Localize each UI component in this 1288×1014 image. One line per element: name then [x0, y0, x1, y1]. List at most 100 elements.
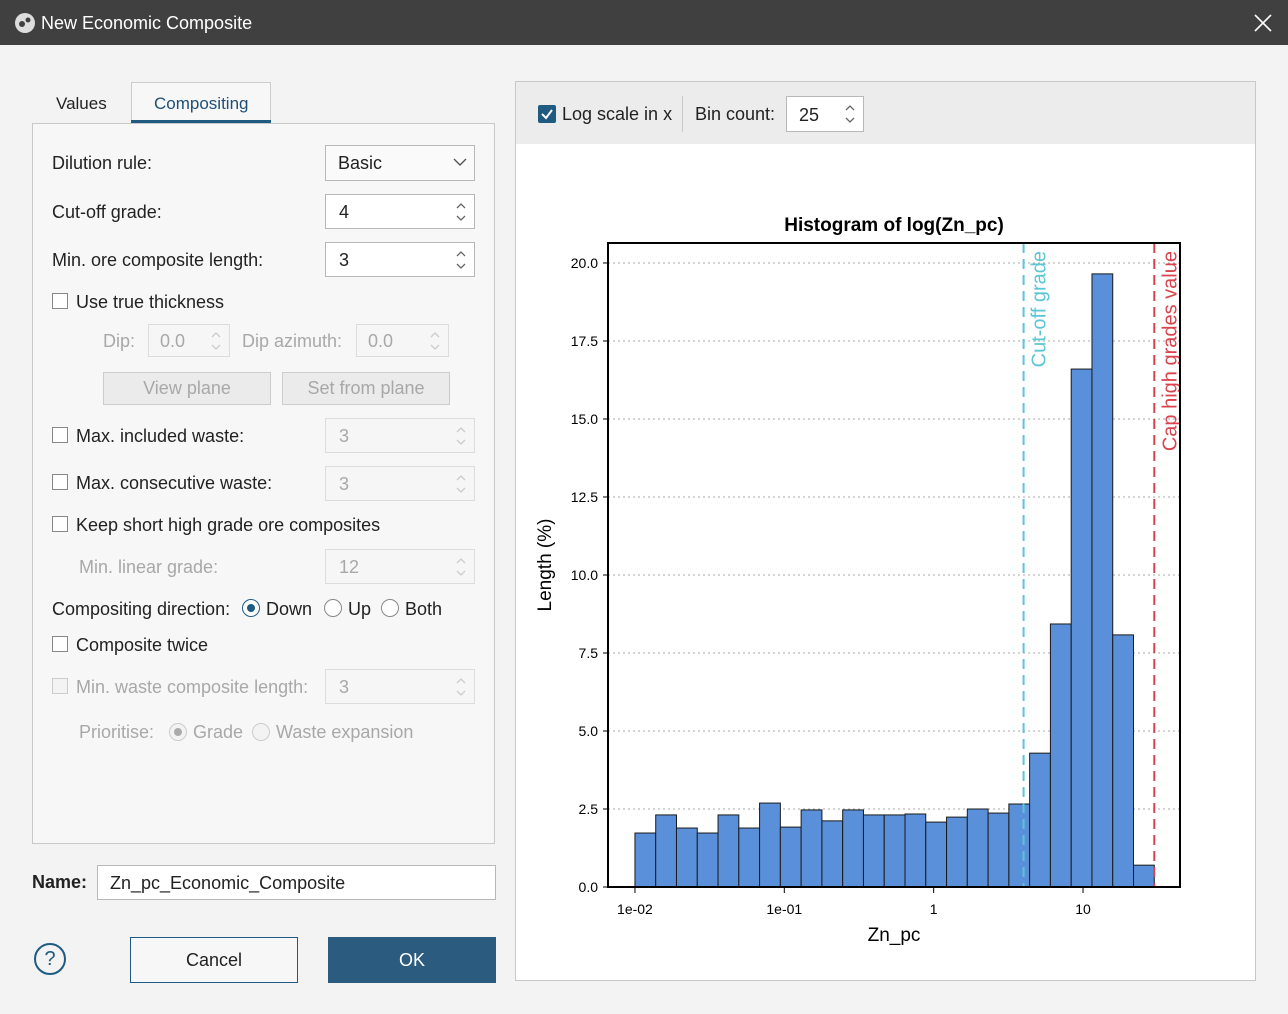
spin-arrows[interactable]: [455, 473, 467, 495]
bar: [925, 821, 948, 888]
label: Name:: [32, 872, 88, 892]
spin-value: 0.0: [368, 331, 394, 351]
spin-value: 4: [339, 202, 350, 222]
spin-arrows[interactable]: [429, 330, 441, 352]
spin-arrows[interactable]: [455, 676, 467, 698]
radio[interactable]: [381, 599, 399, 617]
checkbox[interactable]: [52, 636, 68, 652]
close-button[interactable]: [1253, 13, 1273, 33]
bar: [759, 802, 781, 888]
y-tick-label: 2.5: [579, 801, 599, 817]
spin-box[interactable]: [325, 418, 475, 453]
bar: [946, 816, 968, 888]
label: Compositing direction:: [52, 599, 231, 619]
spin-arrows[interactable]: [455, 201, 467, 223]
checkbox[interactable]: [52, 293, 68, 309]
tab[interactable]: Values: [56, 94, 107, 113]
label: Min. waste composite length:: [76, 677, 309, 697]
x-axis-label: Zn_pc: [868, 925, 921, 946]
radio[interactable]: [252, 723, 270, 741]
radio-label: Up: [348, 599, 372, 619]
radio-label: Both: [405, 599, 443, 619]
title-bar: [0, 0, 1288, 45]
spin-arrows[interactable]: [455, 425, 467, 447]
y-tick-label: 12.5: [571, 489, 598, 505]
label: Min. ore composite length:: [52, 250, 264, 270]
radio-dot: [247, 604, 255, 612]
y-tick-label: 10.0: [571, 567, 598, 583]
checkbox[interactable]: [52, 678, 68, 694]
y-tick-label: 15.0: [571, 411, 598, 427]
button[interactable]: View plane: [103, 372, 271, 405]
spin-box[interactable]: [325, 549, 475, 584]
spin-value: 0.0: [160, 331, 186, 351]
x-tick-label: 10: [1075, 901, 1091, 917]
bar: [717, 814, 740, 888]
active-tab[interactable]: [131, 82, 271, 124]
chart-title: Histogram of log(Zn_pc): [784, 215, 1004, 236]
spin-arrows[interactable]: [455, 556, 467, 578]
spin-value: 3: [339, 426, 350, 446]
bar: [738, 827, 761, 888]
bar: [779, 826, 802, 888]
bar: [1029, 752, 1051, 888]
help-button[interactable]: ?: [34, 943, 66, 975]
text-value: Zn_pc_Economic_Composite: [110, 873, 346, 893]
x-tick-label: 1e-01: [766, 901, 802, 917]
bar: [842, 809, 864, 888]
spin-arrows[interactable]: [210, 330, 222, 352]
label: Dip azimuth:: [242, 331, 343, 351]
label: Bin count:: [695, 104, 776, 124]
spin-arrows[interactable]: [844, 103, 856, 125]
checkbox[interactable]: [52, 427, 68, 443]
radio[interactable]: [324, 599, 342, 617]
ok-button[interactable]: OK: [328, 937, 496, 983]
x-tick-label: 1e-02: [617, 901, 653, 917]
label: Dilution rule:: [52, 153, 153, 173]
label: Max. consecutive waste:: [76, 473, 273, 493]
checkbox-checked[interactable]: [538, 105, 556, 123]
chevron: [453, 158, 467, 166]
checkbox[interactable]: [52, 516, 68, 532]
app-icon: [15, 13, 35, 33]
label: Composite twice: [76, 635, 209, 655]
radio-label: Waste expansion: [276, 722, 414, 742]
spin-box[interactable]: [325, 194, 475, 229]
bar: [883, 814, 906, 888]
bar: [1008, 803, 1031, 888]
checkbox[interactable]: [52, 474, 68, 490]
label: Log scale in x: [562, 104, 673, 124]
spin-value: 3: [339, 677, 350, 697]
label: Min. linear grade:: [79, 557, 219, 577]
spin-box[interactable]: [325, 242, 475, 277]
check-mark: [541, 109, 553, 120]
spin-box[interactable]: [325, 466, 475, 501]
tab[interactable]: Compositing: [154, 94, 249, 113]
radio-label: Down: [266, 599, 313, 619]
tab-underline: [131, 120, 271, 123]
bar: [1049, 623, 1072, 888]
spin-value: 3: [339, 250, 350, 270]
spin-box[interactable]: [356, 324, 449, 357]
bar: [966, 808, 989, 888]
spin-value: 12: [339, 557, 360, 577]
spin-arrows[interactable]: [455, 249, 467, 271]
radio-label: Grade: [193, 722, 244, 742]
chart-toolbar: [516, 82, 1255, 144]
spin-box[interactable]: [786, 96, 864, 132]
label: Prioritise:: [79, 722, 155, 742]
button[interactable]: Set from plane: [282, 372, 450, 405]
x-tick-label: 1: [930, 901, 938, 917]
cancel-button[interactable]: Cancel: [130, 937, 298, 983]
spin-box[interactable]: [148, 324, 230, 357]
dropdown[interactable]: [325, 145, 475, 181]
label: Dip:: [103, 331, 136, 351]
bar: [696, 832, 719, 888]
bar: [634, 832, 657, 888]
separator: [682, 96, 683, 132]
bar: [1091, 273, 1114, 888]
spin-box[interactable]: [325, 669, 475, 704]
histogram-chart: Histogram of log(Zn_pc) Zn_pc Length (%) 0.…: [535, 215, 1181, 946]
y-tick-label: 7.5: [579, 645, 599, 661]
text-input[interactable]: [97, 865, 496, 900]
